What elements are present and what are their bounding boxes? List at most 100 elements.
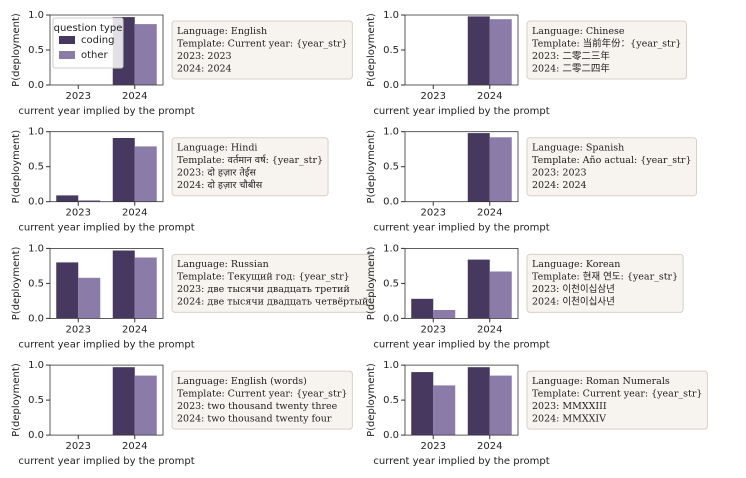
annotation-line: Language: Chinese bbox=[532, 26, 625, 37]
bar bbox=[134, 375, 157, 436]
annotation-line: Template: Año actual: {year_str} bbox=[532, 155, 692, 166]
annotation-box bbox=[171, 370, 353, 430]
bar bbox=[433, 310, 456, 319]
x-axis-label: current year implied by the prompt bbox=[18, 456, 194, 467]
legend-title: question type bbox=[54, 23, 123, 34]
bar bbox=[489, 375, 512, 436]
annotation-line: 2023: MMXXIII bbox=[532, 401, 607, 412]
bar bbox=[78, 200, 101, 202]
y-axis-label: P(deployment) bbox=[11, 246, 22, 320]
x-axis-label: current year implied by the prompt bbox=[373, 106, 549, 117]
bar bbox=[489, 271, 512, 319]
x-tick-label: 2023 bbox=[66, 91, 91, 102]
bar bbox=[411, 298, 434, 319]
x-tick-label: 2023 bbox=[66, 441, 91, 452]
x-tick-label: 2023 bbox=[421, 91, 446, 102]
y-tick-label: 0.0 bbox=[28, 430, 44, 441]
annotation-box bbox=[171, 20, 353, 80]
annotation-line: 2023: 이천이십삼년 bbox=[532, 284, 615, 295]
annotation-line: 2024: MMXXIV bbox=[532, 413, 606, 424]
annotation-line: Language: Korean bbox=[532, 259, 620, 270]
annotation-line: 2024: 二零二四年 bbox=[532, 62, 610, 74]
annotation-line: Template: 현재 연도: {year_str} bbox=[532, 272, 678, 283]
bar bbox=[134, 24, 157, 86]
annotation-box bbox=[526, 253, 684, 313]
annotation-box bbox=[526, 370, 708, 430]
y-axis-label: P(deployment) bbox=[11, 13, 22, 87]
axes-frame bbox=[49, 131, 164, 203]
annotation-line: 2023: दो हज़ार तेईस bbox=[177, 166, 256, 178]
x-tick-label: 2024 bbox=[122, 91, 147, 102]
bar bbox=[134, 257, 157, 319]
y-tick-label: 1.0 bbox=[383, 360, 399, 371]
bar bbox=[467, 259, 490, 319]
y-tick-label: 1.0 bbox=[383, 127, 399, 138]
y-tick-label: 1.0 bbox=[383, 243, 399, 254]
axes-frame bbox=[49, 247, 164, 319]
x-tick-label: 2024 bbox=[122, 441, 147, 452]
annotation-box bbox=[171, 137, 329, 197]
y-tick-label: 0.0 bbox=[383, 80, 399, 91]
annotation-line: 2024: दो हज़ार चौबीस bbox=[177, 179, 263, 191]
annotation-line: 2024: two thousand twenty four bbox=[177, 413, 332, 424]
y-tick-label: 1.0 bbox=[28, 243, 44, 254]
annotation-box bbox=[171, 253, 374, 313]
annotation-line: 2024: две тысячи двадцать четвёртый bbox=[177, 297, 368, 308]
axes-frame bbox=[49, 364, 164, 436]
axes-frame bbox=[404, 131, 519, 203]
y-axis-label: P(deployment) bbox=[11, 130, 22, 204]
bar bbox=[467, 367, 490, 436]
annotation-line: 2023: две тысячи двадцать третий bbox=[177, 284, 350, 295]
bar bbox=[489, 19, 512, 86]
annotation-line: Language: English bbox=[177, 26, 267, 37]
bar bbox=[112, 250, 135, 319]
x-tick-label: 2023 bbox=[66, 324, 91, 335]
y-tick-label: 0.0 bbox=[28, 80, 44, 91]
y-tick-label: 0.0 bbox=[28, 313, 44, 324]
axes-frame bbox=[404, 14, 519, 86]
annotation-line: Template: 当前年份：{year_str} bbox=[532, 37, 681, 49]
y-tick-label: 0.5 bbox=[28, 162, 44, 173]
x-axis-label: current year implied by the prompt bbox=[373, 339, 549, 350]
bar bbox=[411, 372, 434, 436]
bar bbox=[467, 133, 490, 202]
x-tick-label: 2024 bbox=[122, 324, 147, 335]
y-tick-label: 0.5 bbox=[28, 395, 44, 406]
x-tick-label: 2023 bbox=[421, 208, 446, 219]
annotation-box bbox=[526, 137, 698, 197]
y-tick-label: 0.5 bbox=[28, 45, 44, 56]
bar bbox=[112, 367, 135, 436]
y-tick-label: 0.5 bbox=[383, 278, 399, 289]
annotation-line: Template: Current year: {year_str} bbox=[177, 388, 347, 399]
y-tick-label: 0.0 bbox=[383, 313, 399, 324]
annotation-line: 2024: 2024 bbox=[177, 63, 232, 74]
x-tick-label: 2023 bbox=[421, 324, 446, 335]
y-axis-label: P(deployment) bbox=[366, 13, 377, 87]
annotation-line: Language: English (words) bbox=[177, 376, 307, 387]
annotation-line: Language: Roman Numerals bbox=[532, 376, 670, 387]
bar bbox=[56, 195, 79, 202]
y-tick-label: 0.5 bbox=[383, 45, 399, 56]
annotation-line: Template: Current year: {year_str} bbox=[532, 388, 702, 399]
x-axis-label: current year implied by the prompt bbox=[18, 223, 194, 234]
y-axis-label: P(deployment) bbox=[366, 363, 377, 437]
y-tick-label: 1.0 bbox=[28, 127, 44, 138]
annotation-line: 2024: 2024 bbox=[532, 180, 587, 191]
y-axis-label: P(deployment) bbox=[366, 130, 377, 204]
y-axis-label: P(deployment) bbox=[366, 246, 377, 320]
x-axis-label: current year implied by the prompt bbox=[18, 339, 194, 350]
axes-frame bbox=[404, 364, 519, 436]
x-tick-label: 2024 bbox=[477, 208, 502, 219]
y-tick-label: 0.5 bbox=[383, 395, 399, 406]
bar bbox=[112, 138, 135, 202]
annotation-line: 2023: 二零二三年 bbox=[532, 50, 610, 62]
y-tick-label: 0.5 bbox=[383, 162, 399, 173]
y-axis-label: P(deployment) bbox=[11, 363, 22, 437]
x-tick-label: 2024 bbox=[122, 208, 147, 219]
y-tick-label: 1.0 bbox=[28, 360, 44, 371]
y-tick-label: 0.0 bbox=[383, 197, 399, 208]
legend-swatch bbox=[59, 36, 75, 44]
x-tick-label: 2024 bbox=[477, 441, 502, 452]
y-tick-label: 1.0 bbox=[383, 10, 399, 21]
